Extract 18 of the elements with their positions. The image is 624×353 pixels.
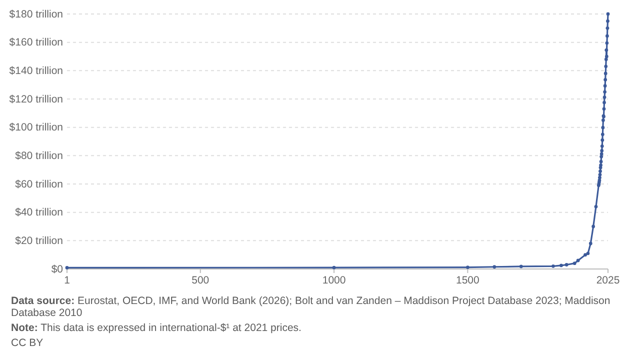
y-tick-label: $180 trillion [9, 8, 64, 20]
text: CC BY [11, 337, 44, 349]
source-note: Data source: Eurostat, OECD, IMF, and World Bank (2026); Bolt and van Zanden – Maddison Project Database 2023; Maddison Database 2010 [11, 295, 610, 319]
x-tick-label: 500 [192, 274, 210, 286]
y-tick-label: $0 [51, 263, 64, 276]
y-tick-label: $40 trillion [15, 206, 64, 219]
x-tick-label: 1000 [322, 274, 346, 286]
x-tick-label: 1500 [456, 274, 480, 286]
x-tick-label: 2025 [596, 274, 620, 286]
y-tick-label: $120 trillion [9, 93, 64, 106]
x-tick-label: 1 [64, 274, 70, 286]
y-tick-label: $80 trillion [15, 150, 64, 162]
y-tick-label: $20 trillion [15, 235, 64, 248]
y-tick-label: $100 trillion [9, 122, 64, 134]
text: Note: This data is expressed in international-$¹ at 2021 prices. [11, 322, 302, 334]
y-tick-label: $140 trillion [9, 65, 64, 78]
y-tick-label: $60 trillion [15, 178, 64, 190]
y-tick-label: $160 trillion [9, 36, 64, 49]
